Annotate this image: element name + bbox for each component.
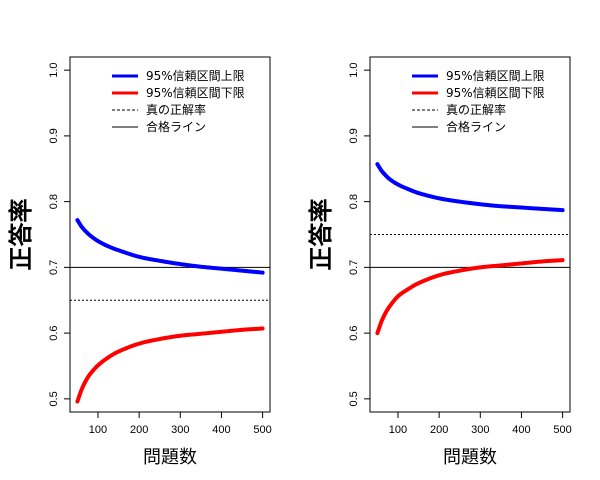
panel-right-series-lower bbox=[375, 258, 565, 336]
panel-right-series-upper bbox=[375, 162, 565, 213]
panel-right-x-tick-label: 200 bbox=[430, 424, 448, 436]
panel-right-legend-label: 真の正解率 bbox=[446, 102, 506, 117]
panel-left-legend-label: 真の正解率 bbox=[146, 102, 206, 117]
panel-left-x-axis-title: 問題数 bbox=[143, 447, 197, 468]
panel-left: 100 200 300 400 500 0.5 0.6 0.7 0.8 0.9 1.0 問題数 正答率 9… bbox=[7, 56, 272, 468]
panel-left-y-tick-label: 0.7 bbox=[48, 260, 60, 275]
panel-right-x-tick-label: 400 bbox=[512, 424, 530, 436]
panel-left-y-tick-label: 1.0 bbox=[48, 62, 60, 77]
panel-left-legend-label: 95%信頼区間上限 bbox=[146, 69, 245, 83]
panel-left-x-tick-label: 500 bbox=[253, 424, 271, 436]
panel-right-y-tick-label: 0.8 bbox=[348, 194, 360, 209]
panel-right-legend-label: 95%信頼区間下限 bbox=[446, 86, 545, 100]
panel-right-x-tick-label: 100 bbox=[389, 424, 407, 436]
panel-right-x-tick-label: 500 bbox=[553, 424, 571, 436]
panel-left-legend-label: 95%信頼区間下限 bbox=[146, 86, 245, 100]
panel-left-legend-label: 合格ライン bbox=[146, 119, 206, 134]
panel-left-plot-frame bbox=[69, 56, 271, 413]
panel-right-plot-frame bbox=[369, 56, 571, 413]
panel-left-x-tick-label: 100 bbox=[89, 424, 107, 436]
panel-left-x-tick-label: 400 bbox=[212, 424, 230, 436]
panel-right-x-axis-title: 問題数 bbox=[443, 447, 497, 468]
panel-right-y-tick-label: 0.5 bbox=[348, 391, 360, 406]
panel-left-series-lower bbox=[75, 326, 265, 404]
panel-left-y-tick-label: 0.8 bbox=[48, 194, 60, 209]
panel-left-y-tick-label: 0.5 bbox=[48, 391, 60, 406]
panel-left-x-tick-label: 200 bbox=[130, 424, 148, 436]
panel-right-y-tick-label: 0.9 bbox=[348, 128, 360, 143]
panel-right-y-axis-title: 正答率 bbox=[307, 199, 335, 271]
panel-right-legend-label: 95%信頼区間上限 bbox=[446, 69, 545, 83]
panel-right-legend-label: 合格ライン bbox=[446, 119, 506, 134]
panel-right-x-tick-label: 300 bbox=[471, 424, 489, 436]
panel-right: 100 200 300 400 500 0.5 0.6 0.7 0.8 0.9 1.0 問題数 正答率 9… bbox=[307, 56, 572, 468]
panel-left-x-tick-label: 300 bbox=[171, 424, 189, 436]
panel-left-y-tick-label: 0.6 bbox=[48, 325, 60, 340]
panel-left-y-axis-title: 正答率 bbox=[7, 199, 35, 271]
panel-right-y-tick-label: 0.7 bbox=[348, 260, 360, 275]
panel-left-y-tick-label: 0.9 bbox=[48, 128, 60, 143]
panel-right-y-tick-label: 0.6 bbox=[348, 325, 360, 340]
panel-right-y-tick-label: 1.0 bbox=[348, 62, 360, 77]
panel-left-series-upper bbox=[75, 218, 265, 275]
